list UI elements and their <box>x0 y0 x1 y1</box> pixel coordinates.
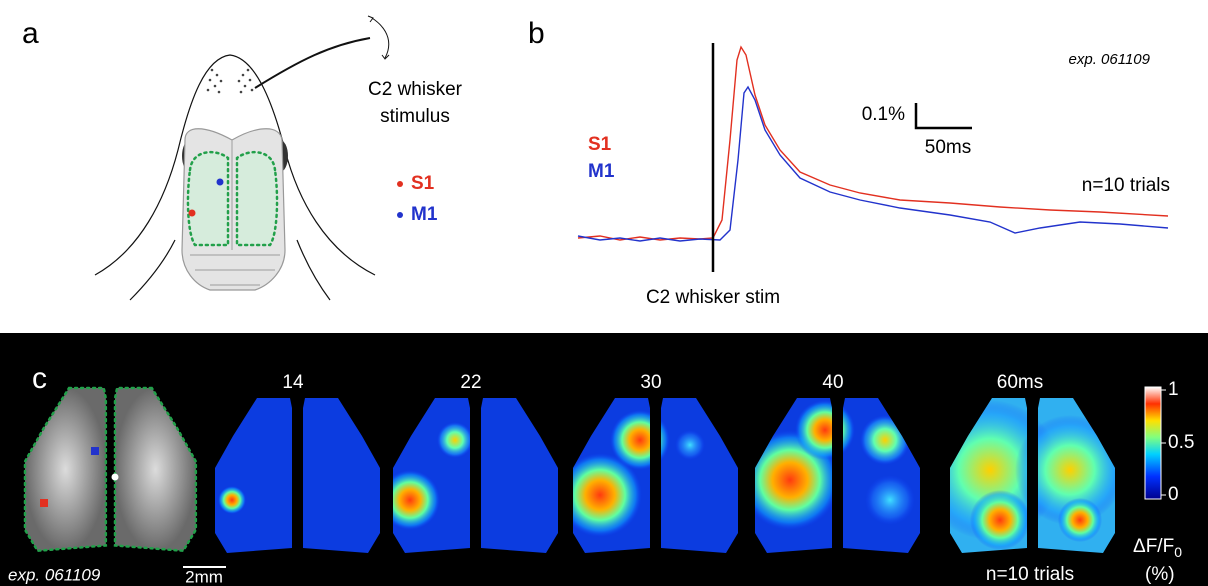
units-subscript: 0 <box>1174 544 1182 560</box>
m1-trace <box>577 85 1169 242</box>
activity-blob <box>218 486 246 514</box>
scale-bar <box>914 103 972 130</box>
panel-label: c <box>32 362 47 395</box>
activity-blob <box>675 430 705 460</box>
legend-label: M1 <box>411 204 438 225</box>
activity-blob <box>393 470 440 530</box>
panel-label: a <box>22 17 39 50</box>
time-label: 60ms <box>997 372 1043 393</box>
units-text: ΔF/F <box>1133 536 1174 557</box>
mouse-drawing <box>94 15 390 301</box>
s1-site <box>188 209 196 217</box>
experiment-id: exp. 061109 <box>1069 51 1151 68</box>
reference-hemisphere <box>113 386 198 553</box>
reference-hemisphere <box>23 386 108 553</box>
colorbar-tick: 0.5 <box>1168 432 1194 453</box>
scale-y-label: 0.1% <box>862 104 905 125</box>
activity-blob <box>795 400 855 460</box>
colorbar-tick: 0 <box>1168 484 1179 505</box>
panel-label: b <box>528 17 545 50</box>
units-suffix: (%) <box>1145 564 1175 585</box>
legend-label: S1 <box>411 173 435 194</box>
colorbar-ticks <box>1161 389 1166 496</box>
time-label: 40 <box>822 372 843 393</box>
time-label: 22 <box>460 372 481 393</box>
activity-blob <box>1058 498 1102 542</box>
activity-blob <box>1015 415 1115 525</box>
m1-marker <box>91 447 99 455</box>
legend-label: M1 <box>588 161 615 182</box>
time-label: 14 <box>282 372 304 393</box>
legend-dot <box>397 212 403 218</box>
activity-blob <box>970 490 1030 550</box>
colorbar-tick: 1 <box>1168 379 1179 400</box>
stim-label: C2 whisker stim <box>646 287 780 308</box>
activity-blob <box>610 410 670 470</box>
scale-x-label: 50ms <box>925 137 971 158</box>
m1-site <box>216 178 224 186</box>
s1-marker <box>40 499 48 507</box>
trials-label: n=10 trials <box>986 564 1074 585</box>
scale-label: 2mm <box>185 567 223 586</box>
activity-blob <box>437 422 473 458</box>
activity-blob <box>865 475 915 525</box>
stimulus-label: stimulus <box>380 106 450 127</box>
legend-dot <box>397 181 403 187</box>
time-label: 30 <box>640 372 661 393</box>
bregma-marker <box>111 473 119 481</box>
stimulus-label: C2 whisker <box>368 79 463 100</box>
legend-label: S1 <box>588 134 612 155</box>
colorbar <box>1144 386 1162 500</box>
whisker-pads <box>206 68 254 94</box>
units-label: ΔF/F0 <box>1133 536 1182 560</box>
activity-map <box>950 398 1115 553</box>
s1-trace <box>577 45 1169 241</box>
trials-label: n=10 trials <box>1082 175 1170 196</box>
activity-blob <box>573 453 642 537</box>
experiment-id: exp. 061109 <box>8 565 101 584</box>
